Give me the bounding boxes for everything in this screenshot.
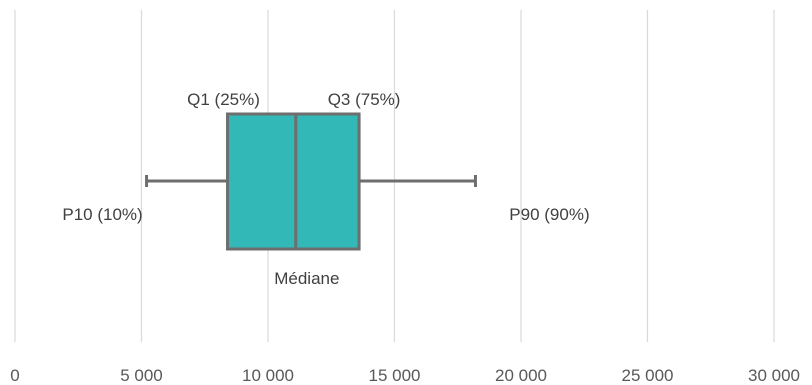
annotation-p10: P10 (10%) xyxy=(62,205,142,224)
x-tick-label: 30 000 xyxy=(748,366,800,385)
annotation-q1: Q1 (25%) xyxy=(187,90,260,109)
x-axis-tick-labels: 0 5 000 10 000 15 000 20 000 25 000 30 000 xyxy=(10,366,800,385)
annotation-median: Médiane xyxy=(274,269,339,288)
x-tick-label: 15 000 xyxy=(369,366,421,385)
box-lower-half xyxy=(226,112,298,251)
annotation-q3: Q3 (75%) xyxy=(328,90,401,109)
annotations: Q1 (25%) Q3 (75%) P10 (10%) P90 (90%) Mé… xyxy=(62,90,589,288)
x-tick-label: 10 000 xyxy=(242,366,294,385)
gridlines xyxy=(14,10,775,342)
x-tick-label: 5 000 xyxy=(120,366,163,385)
box-upper-half xyxy=(294,112,361,251)
box-and-whiskers xyxy=(145,112,477,251)
x-tick-label: 20 000 xyxy=(495,366,547,385)
x-tick-label: 25 000 xyxy=(622,366,674,385)
x-tick-label: 0 xyxy=(10,366,19,385)
annotation-p90: P90 (90%) xyxy=(509,205,589,224)
